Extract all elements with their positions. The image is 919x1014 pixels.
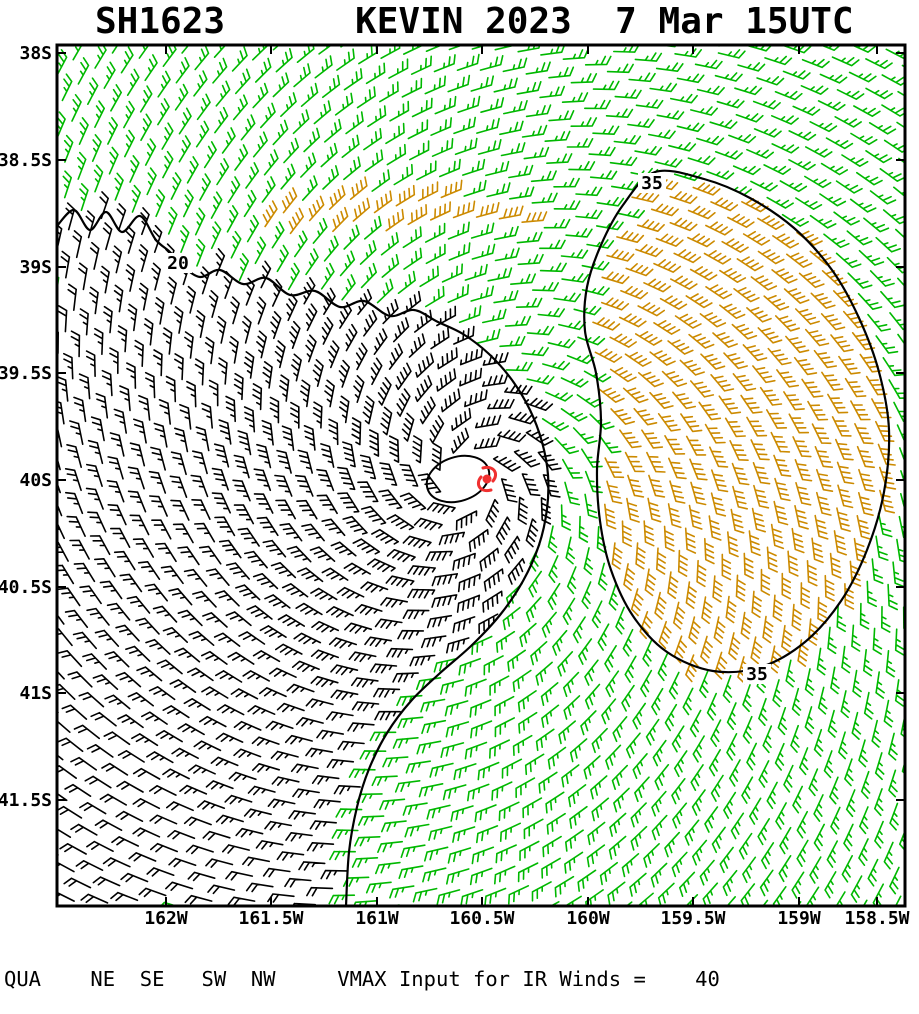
- lon-label: 161W: [355, 908, 399, 929]
- lat-label: 41.5S: [0, 790, 52, 811]
- contour-label-bg: [164, 253, 192, 273]
- plot-layers: 20 35 35: [57, 45, 905, 906]
- lon-label: 161.5W: [238, 908, 303, 929]
- contour-label: 35: [641, 173, 663, 194]
- wind-barbs-black: [57, 191, 562, 906]
- isotach-contour-35: [583, 169, 891, 674]
- lon-label: 158.5W: [844, 908, 909, 929]
- lat-label: 38.5S: [0, 150, 52, 171]
- lon-label: 160.5W: [449, 908, 514, 929]
- lon-label: 159.5W: [660, 908, 725, 929]
- figure-title: SH1623 KEVIN 2023 7 Mar 15UTC: [95, 1, 854, 42]
- tropical-cyclone-symbol: [476, 465, 498, 493]
- contour-label: 20: [167, 253, 189, 274]
- lat-label: 41S: [19, 683, 52, 704]
- lon-label: 162W: [144, 908, 188, 929]
- storm-symbol-arm-bottom: [476, 475, 493, 493]
- lat-label: 38S: [19, 43, 52, 64]
- stats-footer: QUA NE SE SW NW VMAX Input for IR Winds …: [4, 924, 794, 1014]
- lat-label: 39.5S: [0, 363, 52, 384]
- contour-label-bg: [743, 664, 771, 684]
- contour-label: 35: [746, 664, 768, 685]
- eye-contour: [425, 454, 491, 504]
- storm-center-dot: [482, 474, 492, 484]
- contour-label-bg: [638, 173, 666, 193]
- wind-barbs-green: [57, 45, 905, 906]
- footer-line-qua: QUA NE SE SW NW VMAX Input for IR Winds …: [4, 967, 720, 991]
- lon-label: 159W: [777, 908, 821, 929]
- lat-label: 40.5S: [0, 577, 52, 598]
- lon-label: 160W: [566, 908, 610, 929]
- wind-barbs-orange: [262, 176, 897, 685]
- isotach-contour-20: [57, 208, 550, 906]
- storm-symbol-arm-top: [481, 465, 498, 483]
- lat-label: 40S: [19, 470, 52, 491]
- lat-label: 39S: [19, 257, 52, 278]
